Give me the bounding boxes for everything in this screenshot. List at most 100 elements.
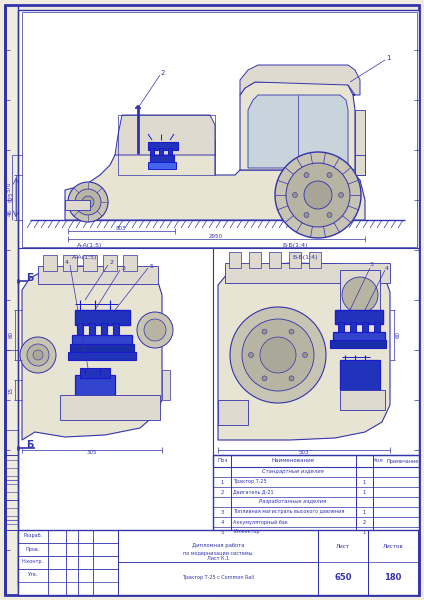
Bar (338, 322, 344, 332)
Bar (213, 455, 419, 595)
Text: 650: 650 (334, 574, 352, 583)
Circle shape (137, 312, 173, 348)
Bar (229, 252, 241, 268)
Bar (355, 110, 365, 175)
Text: 2: 2 (220, 490, 224, 494)
Text: 503: 503 (299, 451, 309, 455)
Polygon shape (240, 65, 360, 95)
Bar (340, 390, 385, 410)
Bar (103, 255, 117, 271)
Text: 15: 15 (8, 386, 14, 394)
Bar (150, 148, 154, 158)
Circle shape (262, 376, 267, 381)
Bar (330, 340, 386, 348)
Circle shape (242, 319, 314, 391)
Bar (118, 562, 318, 595)
Text: 1: 1 (363, 490, 365, 494)
Bar (63, 255, 77, 271)
Text: 2: 2 (109, 260, 113, 265)
Text: Лист: Лист (336, 544, 350, 548)
Circle shape (327, 173, 332, 178)
Text: 1: 1 (363, 529, 365, 535)
Bar (333, 332, 385, 341)
Circle shape (33, 350, 43, 360)
Bar (289, 252, 301, 268)
Text: Б: Б (26, 440, 33, 450)
Text: Б-Б(1:4): Б-Б(1:4) (292, 256, 318, 260)
Text: Дипломная работа: Дипломная работа (192, 544, 244, 548)
Circle shape (275, 152, 361, 238)
Text: 2950: 2950 (209, 233, 223, 238)
Circle shape (327, 212, 332, 217)
Circle shape (304, 173, 309, 178)
Bar (113, 323, 119, 335)
Text: 3: 3 (122, 265, 126, 271)
Circle shape (68, 182, 108, 222)
Text: Пров.: Пров. (26, 547, 40, 551)
Bar (148, 142, 178, 150)
Bar (75, 375, 115, 400)
Circle shape (144, 319, 166, 341)
Bar (368, 530, 418, 595)
Circle shape (137, 106, 139, 109)
Text: 5: 5 (220, 529, 224, 535)
Bar (269, 252, 281, 268)
Bar (218, 400, 248, 425)
Text: 180: 180 (384, 574, 402, 583)
Text: 4: 4 (65, 260, 69, 265)
Text: Кол: Кол (373, 458, 383, 463)
Bar (340, 360, 380, 390)
Text: Лист К.1: Лист К.1 (207, 557, 229, 562)
Text: Стандартные изделия: Стандартные изделия (262, 469, 324, 475)
Bar (318, 530, 368, 595)
Text: Инжектор: Инжектор (233, 529, 259, 535)
Bar (72, 335, 132, 345)
Text: 60: 60 (8, 331, 14, 338)
Circle shape (75, 189, 101, 215)
Text: Утв.: Утв. (28, 572, 38, 577)
Bar (350, 322, 356, 332)
Polygon shape (240, 82, 355, 170)
Text: 4: 4 (385, 265, 389, 271)
Text: 925: 925 (8, 192, 14, 202)
Text: Аккумуляторный бак: Аккумуляторный бак (233, 520, 288, 524)
Bar (118, 115, 215, 175)
Bar (362, 322, 368, 332)
Bar (83, 255, 97, 271)
Bar (68, 352, 136, 360)
Bar (340, 270, 380, 320)
Circle shape (293, 193, 298, 197)
Bar (249, 252, 261, 268)
Text: 60: 60 (396, 331, 401, 338)
Circle shape (230, 307, 326, 403)
Bar (77, 323, 83, 335)
Bar (374, 322, 380, 332)
Text: 1: 1 (363, 479, 365, 485)
Circle shape (342, 277, 378, 313)
Bar (168, 148, 172, 158)
Text: Примечание: Примечание (387, 458, 419, 463)
Bar (335, 310, 383, 324)
Bar (75, 310, 130, 325)
Circle shape (289, 376, 294, 381)
Bar (43, 255, 57, 271)
Polygon shape (218, 263, 390, 440)
Bar (80, 368, 110, 378)
Text: Б-Б(1:4): Б-Б(1:4) (282, 242, 308, 247)
Bar (118, 530, 318, 595)
Text: 570: 570 (6, 182, 11, 192)
Polygon shape (65, 130, 365, 220)
Bar (148, 162, 176, 169)
Text: Двигатель Д-21: Двигатель Д-21 (233, 490, 273, 494)
Bar (225, 263, 390, 283)
Bar (159, 148, 163, 158)
Text: Разраб.: Разраб. (23, 533, 42, 539)
Circle shape (27, 344, 49, 366)
Text: по модернизации системы: по модернизации системы (183, 551, 253, 557)
Text: 3: 3 (220, 509, 223, 514)
Circle shape (338, 193, 343, 197)
Bar (101, 323, 107, 335)
Bar (150, 155, 174, 163)
Text: 1: 1 (363, 509, 365, 514)
Bar (162, 370, 170, 400)
